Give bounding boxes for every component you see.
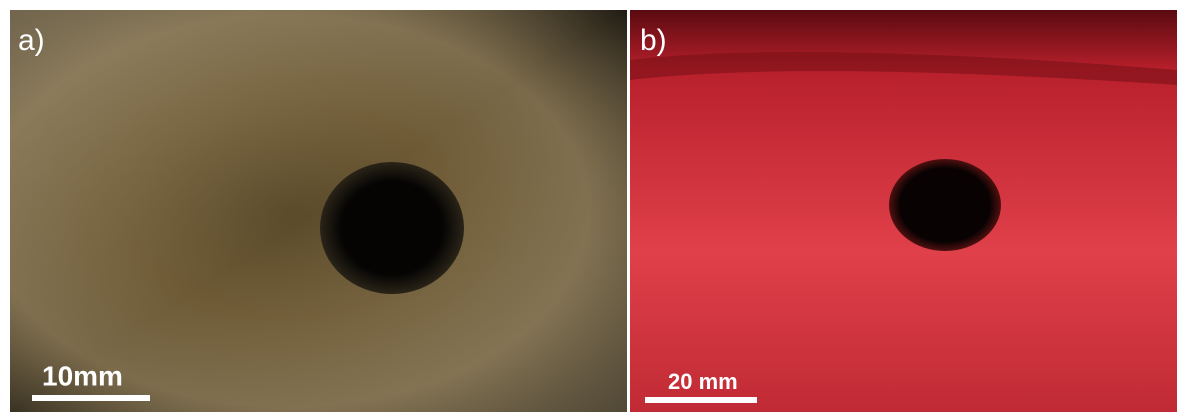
panel-label: a) <box>18 24 45 57</box>
panel-label: b) <box>640 24 667 57</box>
panel-a: a) 10mm <box>10 10 627 412</box>
photo-highlight <box>10 10 627 412</box>
scale-label: 20 mm <box>668 369 738 394</box>
hole <box>889 159 1001 251</box>
scale-label: 10mm <box>42 360 123 391</box>
ridge-shadow <box>630 52 1177 85</box>
scale-bar <box>32 395 150 401</box>
panel-b: b) 20 mm <box>630 10 1177 412</box>
scale-bar <box>645 397 757 403</box>
hole <box>320 162 464 294</box>
